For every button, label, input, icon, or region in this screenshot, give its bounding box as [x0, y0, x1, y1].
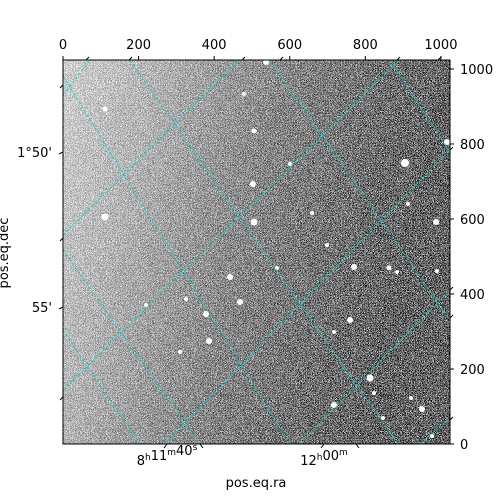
star — [101, 213, 109, 221]
star — [178, 350, 182, 354]
star — [351, 264, 357, 270]
left-tick-label: 55' — [32, 301, 52, 316]
star — [419, 406, 425, 412]
top-tick-label: 1000 — [424, 38, 457, 53]
minor-tick — [396, 56, 401, 61]
sky-image — [63, 60, 450, 444]
grid-line — [269, 60, 450, 321]
star — [372, 391, 376, 395]
star — [386, 265, 392, 271]
minor-tick — [279, 56, 284, 61]
star — [366, 374, 374, 382]
grid-line — [299, 289, 450, 444]
star — [263, 60, 269, 65]
star — [288, 162, 292, 166]
right-tick-label: 400 — [460, 288, 485, 303]
right-tick-label: 1000 — [460, 63, 493, 78]
minor-tick — [59, 84, 64, 89]
star — [242, 92, 246, 96]
top-tick-label: 200 — [126, 38, 151, 53]
axes: 0 200 400 600 800 1000 0 200 400 600 800 1000 1°50' 5… — [17, 38, 493, 469]
star — [144, 303, 148, 307]
star — [430, 434, 434, 438]
grid-line — [419, 417, 450, 444]
star — [227, 274, 233, 280]
star — [332, 330, 336, 334]
right-tick-label: 0 — [460, 438, 468, 453]
grid-line — [63, 329, 141, 444]
bottom-tick — [163, 443, 168, 449]
star — [325, 243, 329, 247]
y-axis-label: pos.eq.dec — [0, 218, 12, 289]
minor-tick — [59, 237, 64, 242]
top-tick-label: 800 — [353, 38, 378, 53]
star — [435, 269, 439, 273]
minor-tick — [241, 56, 246, 61]
minor-tick — [449, 146, 454, 151]
star — [237, 299, 243, 305]
right-tick-label: 600 — [460, 213, 485, 228]
star — [433, 219, 439, 225]
coordinate-grid — [63, 60, 450, 444]
star — [250, 218, 258, 226]
star — [310, 211, 314, 215]
grid-line — [164, 149, 450, 444]
minor-tick — [449, 416, 454, 421]
x-axis-label: pos.eq.ra — [226, 476, 287, 491]
star — [444, 139, 450, 145]
star — [347, 317, 353, 323]
star-field — [101, 60, 450, 438]
grid-line — [63, 60, 91, 96]
grid-line — [63, 75, 291, 444]
minor-tick — [449, 314, 454, 319]
minor-tick — [199, 443, 204, 449]
star — [401, 159, 409, 167]
grid-line — [389, 60, 450, 153]
minor-tick — [85, 56, 90, 61]
minor-tick — [355, 443, 360, 449]
top-tick-label: 400 — [202, 38, 227, 53]
star — [203, 311, 209, 317]
star — [331, 402, 337, 408]
left-tick — [58, 306, 64, 310]
right-tick-label: 800 — [460, 138, 485, 153]
star — [275, 266, 279, 270]
star — [395, 270, 399, 274]
star — [251, 128, 257, 134]
minor-tick — [128, 56, 133, 61]
star — [184, 297, 188, 301]
grid-line — [63, 60, 401, 391]
minor-tick — [59, 396, 64, 401]
minor-tick — [437, 56, 442, 61]
grid-line — [129, 60, 399, 444]
star — [406, 202, 410, 206]
grid-line — [63, 60, 241, 236]
star — [250, 181, 256, 187]
grid-line — [63, 249, 201, 444]
star — [102, 106, 108, 112]
left-tick — [58, 151, 64, 155]
star — [381, 416, 385, 420]
top-tick-label: 600 — [277, 38, 302, 53]
star — [206, 338, 212, 344]
top-tick-label: 0 — [59, 38, 67, 53]
bottom-tick — [320, 443, 325, 449]
bottom-tick-label: 12h00m — [300, 448, 348, 469]
plot-frame — [62, 59, 451, 445]
minor-tick — [449, 286, 454, 291]
bottom-tick-label: 8h11m40s — [137, 443, 198, 469]
right-tick-label: 200 — [460, 363, 485, 378]
star — [409, 396, 413, 400]
left-tick-label: 1°50' — [17, 146, 52, 161]
